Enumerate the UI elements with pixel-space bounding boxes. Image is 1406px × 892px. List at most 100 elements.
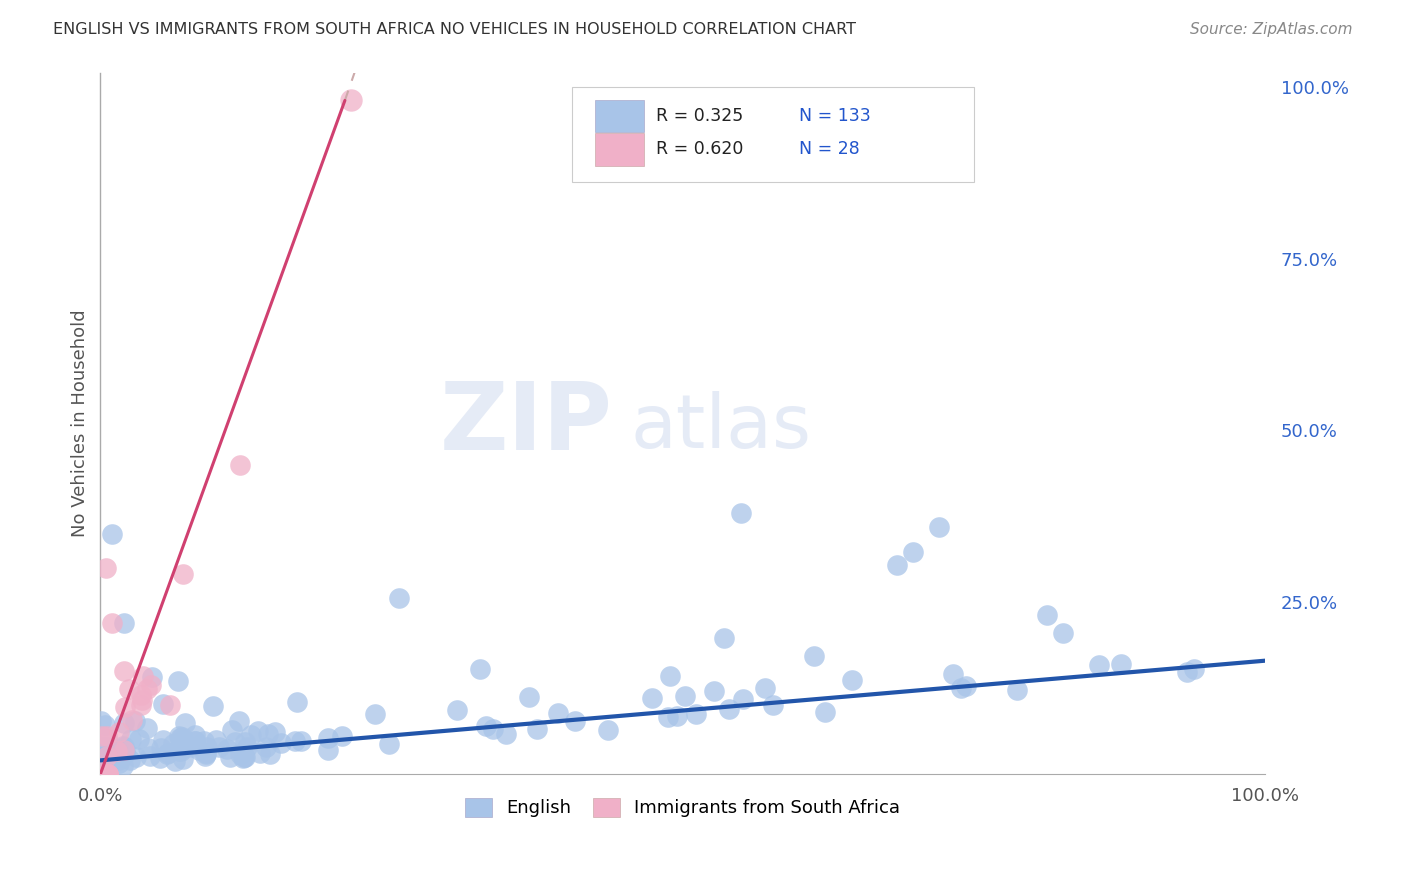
Point xyxy=(112,615,135,630)
Point xyxy=(184,734,207,748)
Point xyxy=(156,746,179,760)
Text: ZIP: ZIP xyxy=(440,377,613,469)
Point xyxy=(108,725,131,739)
Text: N = 28: N = 28 xyxy=(799,140,860,159)
Point xyxy=(641,691,664,706)
Point xyxy=(446,703,468,717)
Point xyxy=(188,743,211,757)
Point xyxy=(330,729,353,743)
Point xyxy=(129,698,152,713)
Point xyxy=(94,718,117,732)
Point xyxy=(675,689,697,703)
Point xyxy=(129,689,152,703)
Point xyxy=(112,743,135,757)
Point xyxy=(249,747,271,761)
Point xyxy=(118,753,141,767)
Point xyxy=(228,714,250,728)
Point xyxy=(108,756,131,771)
Point xyxy=(229,458,252,472)
Point xyxy=(94,753,117,767)
Point xyxy=(120,731,142,746)
Point xyxy=(717,702,740,716)
Point xyxy=(224,735,246,749)
Point xyxy=(495,727,517,741)
Point xyxy=(264,725,287,739)
Point xyxy=(233,749,256,764)
Point xyxy=(152,732,174,747)
Point xyxy=(104,747,127,762)
Point xyxy=(193,734,215,748)
Point xyxy=(195,747,218,761)
Point xyxy=(98,756,121,770)
Y-axis label: No Vehicles in Household: No Vehicles in Household xyxy=(72,310,89,537)
Point xyxy=(108,750,131,764)
Point xyxy=(90,714,112,728)
Point xyxy=(184,728,207,742)
Point xyxy=(180,740,202,755)
Point xyxy=(229,747,252,761)
Point xyxy=(290,733,312,747)
Point xyxy=(658,669,681,683)
Point xyxy=(167,729,190,743)
Text: ENGLISH VS IMMIGRANTS FROM SOUTH AFRICA NO VEHICLES IN HOUSEHOLD CORRELATION CHA: ENGLISH VS IMMIGRANTS FROM SOUTH AFRICA … xyxy=(53,22,856,37)
Point xyxy=(259,747,281,761)
Point xyxy=(149,741,172,756)
Point xyxy=(526,722,548,736)
Point xyxy=(124,714,146,728)
Text: R = 0.620: R = 0.620 xyxy=(655,140,744,159)
Point xyxy=(547,706,569,720)
Point xyxy=(111,758,134,772)
Point xyxy=(598,723,620,737)
Point xyxy=(886,558,908,572)
Point xyxy=(136,740,159,755)
Point xyxy=(475,719,498,733)
Point xyxy=(194,748,217,763)
Point xyxy=(1175,665,1198,679)
Point xyxy=(112,739,135,754)
Point xyxy=(172,567,194,582)
Point xyxy=(482,722,505,736)
Point xyxy=(114,699,136,714)
Point xyxy=(364,707,387,722)
Point xyxy=(233,735,256,749)
Point xyxy=(112,715,135,730)
FancyBboxPatch shape xyxy=(595,100,644,132)
Point xyxy=(254,739,277,754)
Point xyxy=(141,670,163,684)
Point xyxy=(90,767,112,781)
Text: N = 133: N = 133 xyxy=(799,107,870,125)
Point xyxy=(112,740,135,755)
Point xyxy=(194,746,217,760)
Point xyxy=(97,767,120,781)
Point xyxy=(101,615,124,630)
Point xyxy=(167,674,190,689)
Point xyxy=(240,728,263,742)
Point xyxy=(1109,657,1132,671)
Text: atlas: atlas xyxy=(630,391,811,464)
FancyBboxPatch shape xyxy=(595,134,644,166)
Point xyxy=(96,561,118,575)
Point xyxy=(96,732,118,747)
Point xyxy=(955,679,977,693)
Point xyxy=(232,750,254,764)
Point xyxy=(1036,607,1059,622)
Point xyxy=(90,729,112,743)
Point xyxy=(93,767,115,781)
Point xyxy=(96,729,118,743)
Point xyxy=(713,632,735,646)
Point xyxy=(246,724,269,739)
Point xyxy=(316,731,339,745)
Point xyxy=(96,749,118,764)
Point xyxy=(901,545,924,559)
Point xyxy=(173,716,195,731)
Point xyxy=(218,750,240,764)
Point xyxy=(167,743,190,757)
Point xyxy=(162,737,184,751)
Text: Source: ZipAtlas.com: Source: ZipAtlas.com xyxy=(1189,22,1353,37)
Point xyxy=(316,743,339,757)
Point xyxy=(564,714,586,729)
Legend: English, Immigrants from South Africa: English, Immigrants from South Africa xyxy=(457,791,908,825)
Point xyxy=(204,732,226,747)
Point xyxy=(730,506,752,520)
Point xyxy=(97,767,120,781)
